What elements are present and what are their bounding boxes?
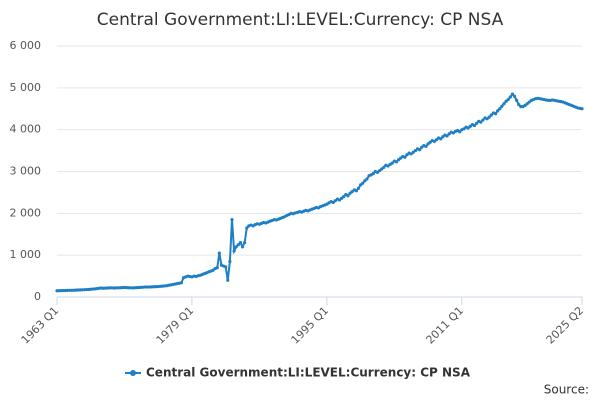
point (361, 181, 365, 185)
point (230, 218, 234, 222)
point (445, 134, 449, 138)
point (479, 120, 483, 124)
point (243, 241, 247, 245)
point (580, 107, 584, 111)
point (354, 189, 358, 193)
point (232, 249, 236, 253)
y-tick-label: 4 000 (10, 123, 42, 136)
x-tick-label: 1963 Q1 (19, 304, 62, 347)
x-tick-label: 1995 Q1 (289, 304, 332, 347)
point (481, 118, 485, 122)
point (245, 226, 249, 230)
point (487, 115, 491, 119)
point (238, 241, 243, 245)
point (515, 98, 519, 102)
y-tick-label: 3 000 (10, 165, 42, 178)
point (226, 278, 230, 282)
y-tick-label: 1 000 (10, 248, 42, 261)
point (356, 186, 361, 190)
point (418, 148, 422, 152)
point (390, 161, 394, 165)
y-tick-label: 2 000 (10, 206, 42, 219)
y-tick-label: 0 (34, 290, 41, 303)
point (508, 95, 512, 99)
x-tick-label: 1979 Q1 (154, 304, 197, 347)
point (458, 130, 462, 134)
chart-title: Central Government:LI:LEVEL:Currency: CP… (97, 10, 504, 30)
point (365, 177, 369, 181)
point (240, 245, 245, 249)
point (493, 112, 498, 116)
source: Source: (544, 383, 589, 397)
point (496, 109, 500, 113)
legend-label: Central Government:LI:LEVEL:Currency: CP… (146, 366, 471, 380)
series-line (57, 92, 583, 292)
point (512, 94, 517, 98)
x-tick-label: 2011 Q1 (424, 304, 467, 347)
point (510, 92, 515, 96)
point (424, 144, 428, 148)
point (179, 281, 183, 285)
point (500, 104, 504, 108)
point (506, 97, 510, 102)
point (502, 102, 506, 106)
point (236, 243, 240, 247)
point (394, 160, 399, 164)
point (342, 195, 346, 199)
point (382, 165, 386, 169)
y-tick-label: 5 000 (10, 81, 42, 94)
point (217, 251, 221, 255)
point (517, 102, 521, 107)
point (474, 121, 479, 125)
y-tick-label: 6 000 (10, 39, 42, 52)
point (215, 266, 219, 270)
legend-marker (130, 370, 136, 376)
point (371, 171, 375, 176)
point (346, 194, 350, 198)
x-tick-label: 2025 Q2 (544, 304, 587, 347)
point (224, 265, 228, 269)
point (489, 113, 493, 117)
point (403, 155, 407, 159)
point (234, 245, 238, 249)
point (228, 259, 232, 264)
point (439, 137, 443, 141)
point (472, 123, 477, 128)
point (498, 107, 502, 111)
